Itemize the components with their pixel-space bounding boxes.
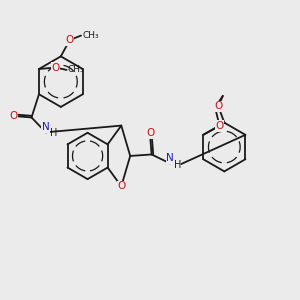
Text: N: N	[42, 122, 50, 132]
Text: H: H	[50, 128, 57, 138]
Text: N: N	[166, 153, 174, 163]
Text: O: O	[51, 62, 59, 73]
Text: O: O	[117, 181, 125, 191]
Text: O: O	[214, 101, 223, 111]
Text: O: O	[146, 128, 154, 138]
Text: O: O	[66, 35, 74, 45]
Text: O: O	[215, 121, 224, 131]
Text: CH₃: CH₃	[68, 65, 84, 74]
Text: H: H	[175, 160, 182, 170]
Text: O: O	[9, 111, 17, 121]
Text: CH₃: CH₃	[82, 31, 99, 40]
